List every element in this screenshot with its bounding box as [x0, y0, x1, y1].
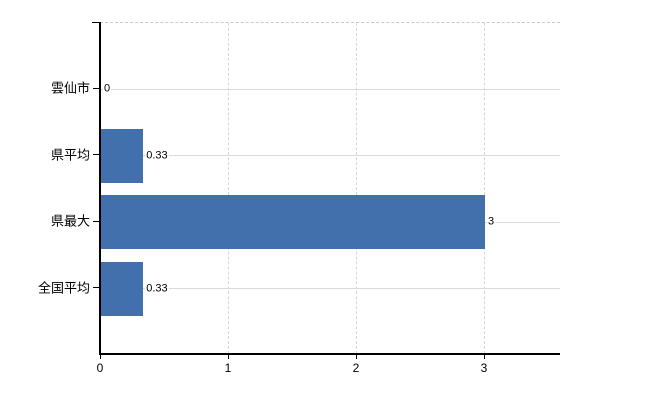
bar-value-label: 0 — [103, 82, 112, 96]
x-tick-label: 3 — [480, 361, 488, 375]
h-gridline — [100, 155, 560, 157]
h-gridline — [100, 288, 560, 290]
y-tick — [93, 154, 100, 156]
x-tick — [356, 354, 357, 359]
v-gridline — [356, 23, 357, 354]
x-axis — [99, 353, 560, 355]
bar — [101, 195, 485, 250]
x-tick-label: 2 — [352, 361, 360, 375]
category-label: 県最大 — [50, 213, 90, 229]
category-label: 全国平均 — [37, 280, 90, 296]
h-gridline — [100, 88, 560, 90]
y-axis — [99, 22, 101, 355]
bar — [101, 128, 144, 183]
y-tick — [93, 220, 100, 222]
y-tick — [93, 87, 100, 89]
x-tick-label: 1 — [224, 361, 232, 375]
plot-area: 0 0.33 3 0.33 — [100, 22, 560, 354]
bar-value-label: 3 — [487, 215, 496, 229]
category-label: 雲仙市 — [50, 80, 90, 96]
v-gridline — [228, 23, 229, 354]
bar-value-label: 0.33 — [145, 149, 169, 163]
bar-value-label: 0.33 — [145, 282, 169, 296]
x-tick — [100, 354, 101, 359]
x-tick — [484, 354, 485, 359]
v-gridline — [484, 23, 485, 354]
bar — [101, 261, 144, 316]
category-label: 県平均 — [50, 147, 90, 163]
y-tick — [93, 287, 100, 289]
x-tick — [228, 354, 229, 359]
axis-top-tick — [92, 22, 100, 23]
x-tick-label: 0 — [96, 361, 104, 375]
